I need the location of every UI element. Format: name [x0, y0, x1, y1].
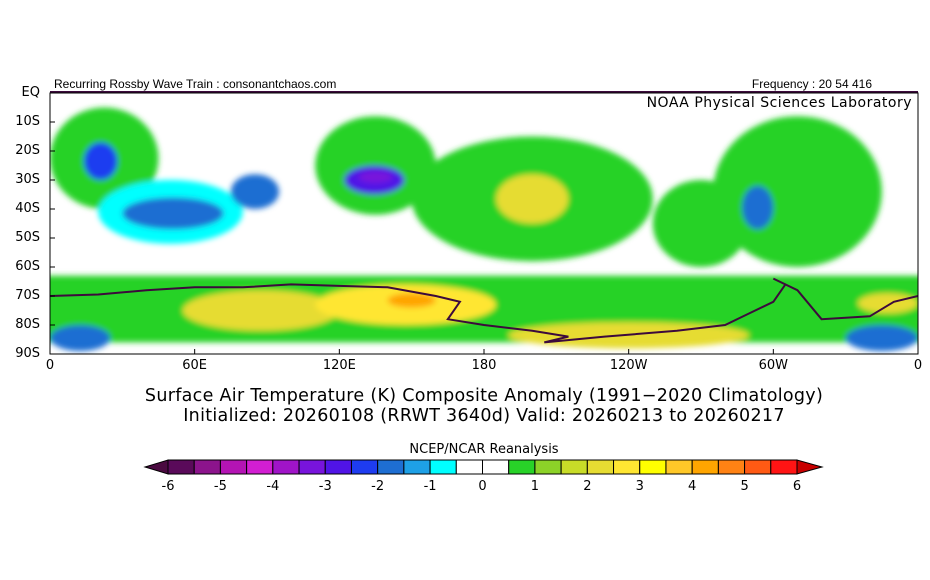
anomaly-antarctic-warm-west: [182, 290, 340, 331]
axis-ticks: [49, 92, 919, 355]
lon-label: 120W: [609, 358, 648, 373]
coastlines: [50, 277, 918, 344]
lat-label: 30S: [15, 172, 40, 187]
colorbar-box: [508, 459, 536, 475]
colorbar-tick-label: -1: [423, 479, 437, 494]
anomaly-australia-core: [358, 171, 393, 183]
colorbar-tick-label: 6: [792, 479, 802, 494]
colorbar-tick-label: 2: [583, 479, 592, 494]
colorbar-box: [482, 459, 510, 475]
colorbar-box: [717, 459, 746, 475]
colorbar-box: [665, 459, 693, 475]
colorbar-box: [298, 459, 326, 475]
colorbar-tick-label: -2: [371, 479, 385, 494]
anomaly-weddell-cold-west: [50, 325, 111, 352]
colorbar-box: [560, 459, 588, 475]
colorbar-box: [246, 459, 274, 475]
anomaly-weddell-cold-east: [845, 325, 918, 352]
colorbar-box: [613, 459, 641, 475]
colorbar-box: [639, 459, 667, 475]
colorbar-box: [691, 459, 719, 475]
colorbar-tick-label: -6: [161, 479, 175, 494]
colorbar-tick-label: -4: [266, 479, 280, 494]
anomaly-south-america-green: [713, 116, 882, 267]
anomaly-indian-blue: [122, 197, 224, 230]
colorbar-box: [167, 459, 195, 475]
lon-label: 0: [45, 358, 55, 373]
lon-label: 60E: [182, 358, 208, 373]
colorbar-title: NCEP/NCAR Reanalysis: [409, 442, 559, 457]
colorbar-tick-label: 5: [740, 479, 749, 494]
colorbar-box: [377, 459, 405, 475]
map-subtitle: Initialized: 20260108 (RRWT 3640d) Valid…: [183, 406, 785, 426]
anomaly-pacific-warm: [496, 174, 569, 224]
colorbar-box: [534, 459, 562, 475]
colorbar-tick-label: 1: [530, 479, 540, 494]
colorbar-box: [193, 459, 221, 475]
colorbar-tick-label: -5: [213, 479, 227, 494]
credit-label: NOAA Physical Sciences Laboratory: [644, 95, 914, 111]
lat-label: 80S: [15, 317, 40, 332]
lon-label: 180: [471, 358, 497, 373]
colorbar-box: [350, 459, 379, 475]
colorbar-box: [770, 459, 798, 475]
anomaly-ice-shelf-warm: [857, 293, 918, 314]
colorbar-box: [744, 459, 772, 475]
colorbar-tick-label: 3: [635, 479, 644, 494]
anomaly-s-africa-cold: [83, 142, 118, 180]
colorbar-tick-label: 4: [688, 479, 697, 494]
colorbar-box: [219, 459, 248, 475]
colorbar-box: [324, 459, 352, 475]
lon-label: 60W: [758, 358, 789, 373]
colorbar-box: [272, 459, 300, 475]
header-right: Frequency : 20 54 416: [751, 77, 872, 91]
anomaly-antarctic-hot: [387, 293, 436, 308]
map-title: Surface Air Temperature (K) Composite An…: [144, 386, 824, 406]
lon-label: 0: [913, 358, 923, 373]
lat-label: 70S: [15, 288, 40, 303]
colorbar-box: [455, 459, 483, 475]
anomaly-east-pacific-green: [652, 180, 750, 267]
lat-label: EQ: [21, 85, 40, 100]
colorbar-box: [429, 459, 457, 475]
anomaly-australia-green: [315, 116, 436, 215]
colorbar-box: [403, 459, 431, 475]
lat-label: 50S: [15, 230, 40, 245]
header-left: Recurring Rossby Wave Train : consonantc…: [54, 77, 337, 91]
antarctica-coastline: [50, 277, 918, 344]
lat-label: 40S: [15, 201, 40, 216]
lat-label: 60S: [15, 259, 40, 274]
anomaly-s-america-cold: [741, 185, 774, 230]
colorbar-tick-label: -3: [318, 479, 332, 494]
colorbar-box: [586, 459, 615, 475]
colorbar-low-arrow: [143, 459, 169, 475]
lat-label: 90S: [15, 346, 40, 361]
colorbar-high-arrow: [796, 459, 824, 475]
lat-label: 20S: [15, 143, 40, 158]
colorbar: [143, 459, 824, 475]
lon-label: 120E: [322, 358, 356, 373]
anomaly-field: [50, 107, 918, 352]
lat-label: 10S: [15, 114, 40, 129]
anomaly-indian-east-blue: [230, 174, 280, 210]
colorbar-tick-label: 0: [478, 479, 487, 494]
